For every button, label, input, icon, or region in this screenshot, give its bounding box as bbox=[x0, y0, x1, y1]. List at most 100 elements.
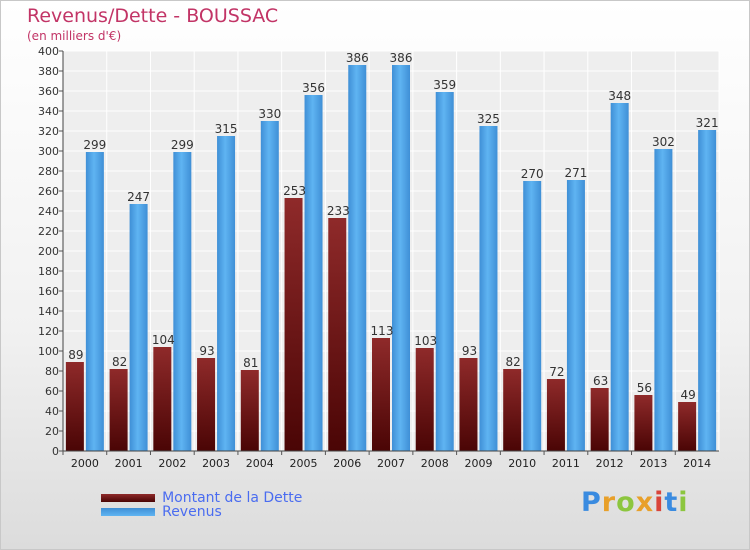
y-tick-label: 220 bbox=[38, 225, 59, 238]
y-tick-label: 40 bbox=[45, 405, 59, 418]
bar-revenus-2008 bbox=[435, 92, 454, 451]
bar-revenus-2007 bbox=[392, 65, 410, 451]
bar-debt-2008 bbox=[415, 348, 434, 451]
data-label-revenus-2000: 299 bbox=[83, 138, 106, 152]
data-label-debt-2006: 233 bbox=[327, 204, 350, 218]
bar-revenus-2002 bbox=[173, 152, 192, 451]
x-tick-label-2005: 2005 bbox=[290, 457, 318, 470]
data-label-revenus-2014: 321 bbox=[696, 116, 719, 130]
logo-letter: i bbox=[654, 487, 665, 518]
logo-letter: i bbox=[678, 487, 689, 518]
bar-debt-2002 bbox=[153, 347, 172, 451]
y-tick-label: 300 bbox=[38, 145, 59, 158]
data-label-revenus-2009: 325 bbox=[477, 112, 500, 126]
y-tick-label: 280 bbox=[38, 165, 59, 178]
y-tick-label: 160 bbox=[38, 285, 59, 298]
x-tick-label-2012: 2012 bbox=[596, 457, 624, 470]
data-label-revenus-2012: 348 bbox=[608, 89, 631, 103]
y-tick-label: 120 bbox=[38, 325, 59, 338]
y-tick-label: 320 bbox=[38, 125, 59, 138]
data-label-debt-2003: 93 bbox=[199, 344, 214, 358]
bar-revenus-2013 bbox=[654, 149, 673, 451]
data-label-revenus-2008: 359 bbox=[433, 78, 456, 92]
data-label-debt-2007: 113 bbox=[371, 324, 394, 338]
logo-letter: r bbox=[601, 487, 617, 518]
logo-letter: t bbox=[664, 487, 679, 518]
bar-debt-2014 bbox=[678, 402, 697, 451]
x-tick-label-2004: 2004 bbox=[246, 457, 274, 470]
data-label-debt-2012: 63 bbox=[593, 374, 608, 388]
data-label-debt-2002: 104 bbox=[152, 333, 175, 347]
x-tick-label-2002: 2002 bbox=[158, 457, 186, 470]
legend-item-revenus: Revenus bbox=[101, 501, 222, 520]
y-tick-label: 380 bbox=[38, 65, 59, 78]
bar-revenus-2004 bbox=[260, 121, 279, 451]
x-tick-label-2006: 2006 bbox=[333, 457, 361, 470]
y-tick-label: 200 bbox=[38, 245, 59, 258]
bar-debt-2000 bbox=[65, 362, 84, 451]
x-tick-label-2007: 2007 bbox=[377, 457, 405, 470]
x-tick-label-2013: 2013 bbox=[639, 457, 667, 470]
proxiti-logo: Proxiti bbox=[581, 487, 689, 518]
chart-subtitle: (en milliers d'€) bbox=[27, 29, 122, 43]
bar-revenus-2000 bbox=[85, 152, 104, 451]
data-label-debt-2009: 93 bbox=[462, 344, 477, 358]
data-label-revenus-2013: 302 bbox=[652, 135, 675, 149]
logo-letter: P bbox=[581, 487, 602, 518]
data-label-debt-2014: 49 bbox=[680, 388, 695, 402]
bar-revenus-2005 bbox=[304, 95, 323, 451]
bar-debt-2004 bbox=[240, 370, 259, 451]
bar-debt-2013 bbox=[634, 395, 653, 451]
bar-debt-2007 bbox=[372, 338, 390, 451]
data-label-revenus-2007: 386 bbox=[390, 51, 413, 65]
x-tick-label-2009: 2009 bbox=[464, 457, 492, 470]
bar-debt-2009 bbox=[459, 358, 478, 451]
x-tick-label-2011: 2011 bbox=[552, 457, 580, 470]
y-tick-label: 60 bbox=[45, 385, 59, 398]
y-tick-label: 260 bbox=[38, 185, 59, 198]
bar-revenus-2011 bbox=[566, 180, 585, 451]
bar-debt-2012 bbox=[590, 388, 609, 451]
legend-item-debt: Montant de la Dette bbox=[101, 487, 303, 506]
legend-swatch-revenus bbox=[101, 507, 155, 516]
data-label-debt-2000: 89 bbox=[68, 348, 83, 362]
logo-letter: x bbox=[635, 487, 655, 518]
bar-debt-2011 bbox=[546, 379, 565, 451]
data-label-debt-2005: 253 bbox=[283, 184, 306, 198]
x-tick-label-2001: 2001 bbox=[115, 457, 143, 470]
bar-debt-2005 bbox=[284, 198, 303, 451]
data-label-debt-2013: 56 bbox=[637, 381, 652, 395]
data-label-revenus-2006: 386 bbox=[346, 51, 369, 65]
y-tick-label: 360 bbox=[38, 85, 59, 98]
y-tick-label: 20 bbox=[45, 425, 59, 438]
bar-debt-2003 bbox=[197, 358, 216, 451]
legend-label-revenus: Revenus bbox=[162, 503, 222, 520]
bar-debt-2006 bbox=[328, 218, 347, 451]
data-label-debt-2011: 72 bbox=[549, 365, 564, 379]
bar-debt-2001 bbox=[109, 369, 128, 451]
data-label-debt-2010: 82 bbox=[506, 355, 521, 369]
x-tick-label-2008: 2008 bbox=[421, 457, 449, 470]
x-tick-label-2000: 2000 bbox=[71, 457, 99, 470]
y-tick-label: 80 bbox=[45, 365, 59, 378]
y-tick-label: 400 bbox=[38, 45, 59, 58]
legend-label-debt: Montant de la Dette bbox=[162, 489, 303, 506]
y-tick-label: 340 bbox=[38, 105, 59, 118]
bar-revenus-2014 bbox=[698, 130, 717, 451]
data-label-revenus-2011: 271 bbox=[564, 166, 587, 180]
y-tick-label: 240 bbox=[38, 205, 59, 218]
data-label-debt-2008: 103 bbox=[414, 334, 437, 348]
data-label-revenus-2004: 330 bbox=[258, 107, 281, 121]
legend-swatch-debt bbox=[101, 493, 155, 502]
data-label-revenus-2010: 270 bbox=[521, 167, 544, 181]
y-tick-label: 140 bbox=[38, 305, 59, 318]
logo-letter: o bbox=[616, 487, 636, 518]
bar-revenus-2001 bbox=[129, 204, 148, 451]
y-tick-label: 180 bbox=[38, 265, 59, 278]
y-tick-label: 0 bbox=[52, 445, 59, 458]
bar-revenus-2009 bbox=[479, 126, 498, 451]
data-label-debt-2001: 82 bbox=[112, 355, 127, 369]
y-tick-label: 100 bbox=[38, 345, 59, 358]
